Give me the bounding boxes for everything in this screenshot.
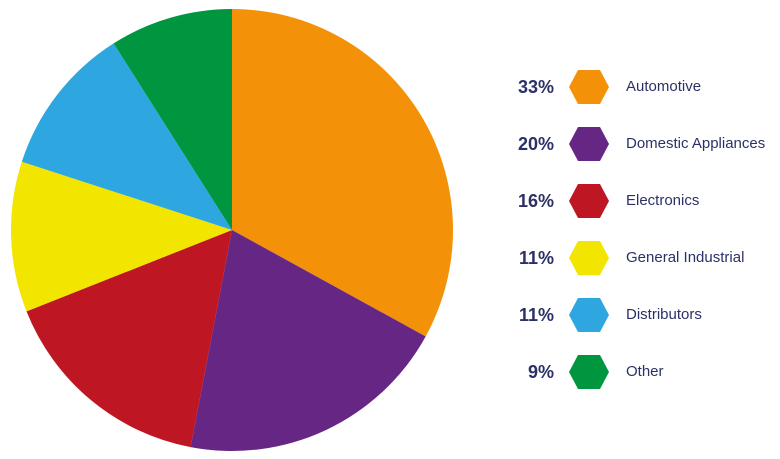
pie-slice-automotive xyxy=(232,9,453,337)
pie-slice-other xyxy=(113,9,232,230)
legend-label: Automotive xyxy=(626,78,702,95)
legend-percent: 11% xyxy=(518,305,554,325)
legend-label: Electronics xyxy=(626,192,700,209)
hexagon-shape xyxy=(569,355,609,389)
legend-percent: 11% xyxy=(518,248,554,268)
pie-slice-general-industrial xyxy=(11,161,232,312)
legend-swatch-hexagon xyxy=(569,241,609,275)
legend-label: Domestic Appliances xyxy=(626,135,766,152)
hexagon-shape xyxy=(569,184,609,218)
hexagon-shape xyxy=(569,70,609,104)
legend-percent: 20% xyxy=(517,134,554,154)
hexagon-shape xyxy=(569,241,609,275)
hexagon-shape xyxy=(569,298,609,332)
pie-slice-electronics xyxy=(26,230,232,448)
legend-label: General Industrial xyxy=(626,249,745,266)
legend-percent: 33% xyxy=(517,77,554,97)
legend-label: Other xyxy=(626,363,664,380)
legend-swatch-hexagon xyxy=(569,184,609,218)
legend-swatch-hexagon xyxy=(569,127,609,161)
pie-slice-distributors xyxy=(21,43,232,231)
pie-chart xyxy=(11,9,453,452)
legend-percent: 9% xyxy=(527,362,554,382)
legend-swatch-hexagon xyxy=(569,355,609,389)
legend-swatch-hexagon xyxy=(569,298,609,332)
legend-percent: 16% xyxy=(517,191,554,211)
hexagon-shape xyxy=(569,127,609,161)
legend-swatch-hexagon xyxy=(569,70,609,104)
legend-label: Distributors xyxy=(626,306,702,323)
pie-slice-domestic-appliances xyxy=(190,230,426,452)
